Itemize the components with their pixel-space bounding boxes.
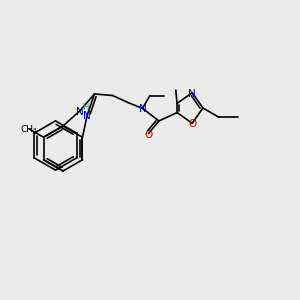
Text: O: O: [188, 119, 196, 129]
Text: N: N: [188, 89, 196, 99]
Text: N: N: [83, 111, 91, 121]
Text: H: H: [82, 103, 88, 112]
Text: CH₃: CH₃: [21, 125, 38, 134]
Text: N: N: [76, 107, 84, 117]
Text: N: N: [139, 104, 146, 114]
Text: O: O: [144, 130, 153, 140]
